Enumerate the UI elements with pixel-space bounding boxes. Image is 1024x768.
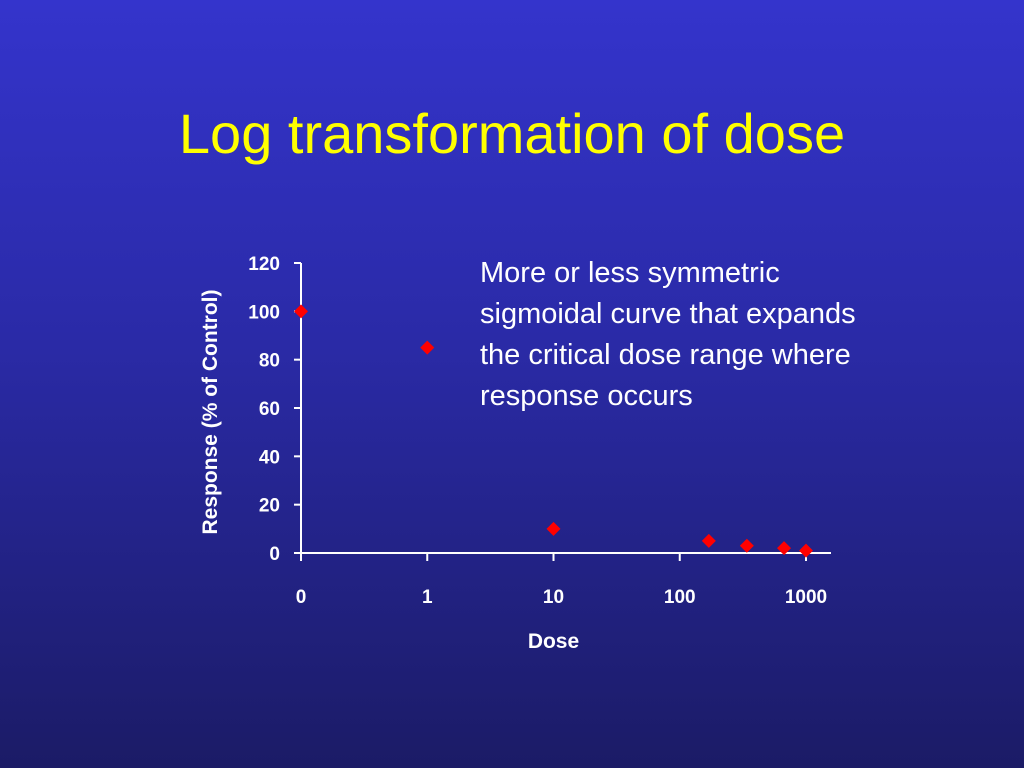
data-point-diamond [701, 533, 716, 548]
slide-title: Log transformation of dose [178, 102, 846, 165]
y-tick-label: 20 [259, 496, 280, 517]
y-axis-title: Response (% of Control) [199, 290, 222, 535]
x-tick-label: 1000 [785, 587, 827, 608]
x-tick-label: 10 [543, 587, 564, 608]
axes: 0 20 40 60 80 100 120 0 1 10 100 1000 [248, 254, 831, 608]
x-tick-label: 1 [422, 587, 433, 608]
y-tick-label: 120 [248, 254, 280, 275]
x-axis-title: Dose [528, 630, 579, 653]
y-tick-label: 80 [259, 351, 280, 372]
data-point-diamond [739, 538, 754, 553]
x-tick-label: 0 [296, 587, 307, 608]
data-point-diamond [294, 304, 308, 319]
y-tick-label: 40 [259, 447, 280, 468]
y-tick-label: 0 [269, 544, 280, 565]
y-tick-label: 60 [259, 399, 280, 420]
x-tick-label: 100 [664, 587, 696, 608]
data-point-diamond [799, 543, 813, 558]
annotation-text: More or less symmetric sigmoidal curve t… [480, 257, 856, 412]
y-tick-label: 100 [248, 302, 280, 323]
data-point-diamond [420, 340, 435, 355]
data-point-diamond [546, 521, 561, 536]
data-points [294, 304, 813, 558]
data-point-diamond [777, 541, 792, 556]
